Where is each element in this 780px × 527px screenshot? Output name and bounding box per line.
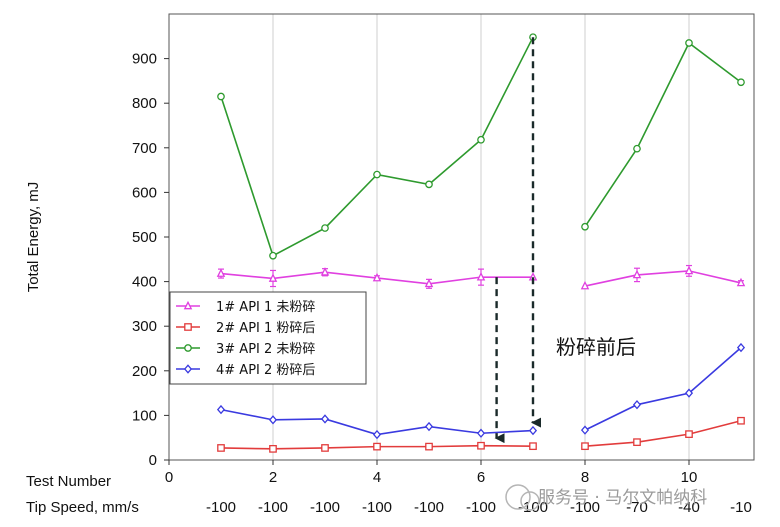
- data-point: [684, 388, 694, 398]
- data-point: [528, 425, 538, 436]
- tip-speed-value: -40: [678, 499, 700, 516]
- data-point: [581, 442, 589, 451]
- data-point: [372, 272, 382, 282]
- legend-entry: 3# API 2 未粉碎: [216, 342, 315, 357]
- tip-speed-value: -100: [518, 499, 548, 516]
- data-point: [685, 39, 693, 47]
- tip-speed-value: -100: [570, 499, 600, 516]
- y-axis-label: Total Energy, mJ: [25, 182, 42, 293]
- wechat-icon: [505, 484, 531, 510]
- data-point: [321, 224, 329, 232]
- tip-speed-value: -70: [626, 499, 648, 516]
- series-line-4: [584, 347, 742, 431]
- data-point: [684, 265, 694, 275]
- plot-frame: [168, 13, 755, 461]
- data-point: [268, 273, 278, 282]
- series-line-2: [584, 419, 742, 447]
- y-tick-label: 300: [132, 318, 157, 335]
- data-point: [217, 92, 225, 101]
- series-line-1: [584, 270, 742, 287]
- data-point: [269, 444, 277, 453]
- data-point: [477, 441, 485, 450]
- data-point: [632, 269, 642, 279]
- legend-box: [169, 291, 367, 385]
- data-point: [269, 251, 277, 260]
- data-point: [424, 421, 434, 432]
- tip-speed-value: -100: [258, 499, 288, 516]
- data-point: [581, 222, 589, 231]
- y-tick-label: 500: [132, 229, 157, 246]
- wechat-icon-inner: [520, 491, 540, 511]
- tip-speed-value: -100: [466, 499, 496, 516]
- legend-swatch-marker: [184, 323, 192, 331]
- data-point: [320, 267, 330, 276]
- data-point: [477, 135, 485, 144]
- legend-entry: 4# API 2 粉碎后: [216, 363, 315, 378]
- y-tick-label: 400: [132, 274, 157, 291]
- data-point: [425, 442, 433, 451]
- x-tick-label: 2: [269, 469, 277, 486]
- x-tick-label: 0: [165, 469, 173, 486]
- x-axis-label: Test Number: [26, 473, 111, 490]
- data-point: [580, 280, 590, 290]
- data-point: [633, 144, 641, 153]
- x-tick-label: 8: [581, 469, 589, 486]
- x-tick-label: 4: [373, 469, 381, 486]
- watermark-text: 服务号 · 马尔文帕纳科: [538, 488, 707, 508]
- data-point: [217, 444, 225, 452]
- y-tick-label: 600: [132, 184, 157, 201]
- tip-speed-label: Tip Speed, mm/s: [26, 499, 139, 516]
- series-line-3: [584, 41, 742, 228]
- x-tick-label: 10: [681, 469, 698, 486]
- data-point: [737, 416, 745, 425]
- data-point: [372, 429, 382, 440]
- data-point: [580, 425, 590, 435]
- data-point: [529, 442, 537, 451]
- data-point: [685, 430, 693, 438]
- data-point: [268, 415, 278, 425]
- tip-speed-value: -100: [310, 499, 340, 516]
- data-point: [633, 438, 641, 447]
- y-tick-label: 100: [132, 407, 157, 424]
- tip-speed-value: -100: [206, 499, 236, 516]
- data-point: [425, 180, 433, 189]
- data-point: [216, 404, 226, 415]
- data-point: [373, 170, 381, 179]
- y-tick-label: 900: [132, 51, 157, 68]
- data-point: [736, 277, 746, 287]
- y-tick-label: 800: [132, 95, 157, 112]
- x-tick-label: 6: [477, 469, 485, 486]
- legend-swatch-marker: [184, 344, 192, 352]
- tip-speed-value: -100: [362, 499, 392, 516]
- annotation-text: 粉碎前后: [556, 335, 636, 359]
- data-point: [476, 271, 486, 281]
- y-tick-label: 200: [132, 363, 157, 380]
- y-tick-label: 0: [149, 452, 157, 469]
- y-tick-label: 700: [132, 140, 157, 157]
- legend-entry: 1# API 1 未粉碎: [216, 300, 315, 315]
- legend-swatch-marker: [183, 364, 193, 374]
- data-point: [737, 78, 745, 87]
- data-point: [632, 400, 642, 410]
- tip-speed-value: -100: [414, 499, 444, 516]
- data-point: [373, 442, 381, 451]
- data-point: [321, 444, 329, 452]
- legend-swatch-marker: [183, 300, 193, 310]
- data-point: [424, 278, 434, 288]
- data-point: [736, 342, 746, 353]
- data-point: [320, 414, 330, 424]
- tip-speed-value: -10: [730, 499, 752, 516]
- legend-entry: 2# API 1 粉碎后: [216, 321, 315, 336]
- data-point: [216, 268, 226, 277]
- data-point: [476, 428, 486, 438]
